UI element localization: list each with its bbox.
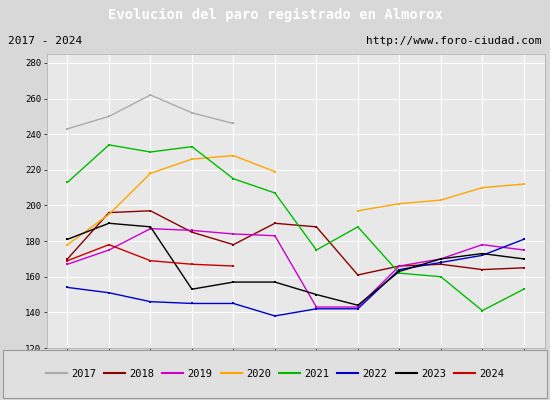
FancyBboxPatch shape (3, 350, 547, 398)
Legend: 2017, 2018, 2019, 2020, 2021, 2022, 2023, 2024: 2017, 2018, 2019, 2020, 2021, 2022, 2023… (42, 365, 508, 383)
Text: http://www.foro-ciudad.com: http://www.foro-ciudad.com (366, 36, 542, 46)
Text: 2017 - 2024: 2017 - 2024 (8, 36, 82, 46)
Text: Evolucion del paro registrado en Almorox: Evolucion del paro registrado en Almorox (107, 8, 443, 22)
